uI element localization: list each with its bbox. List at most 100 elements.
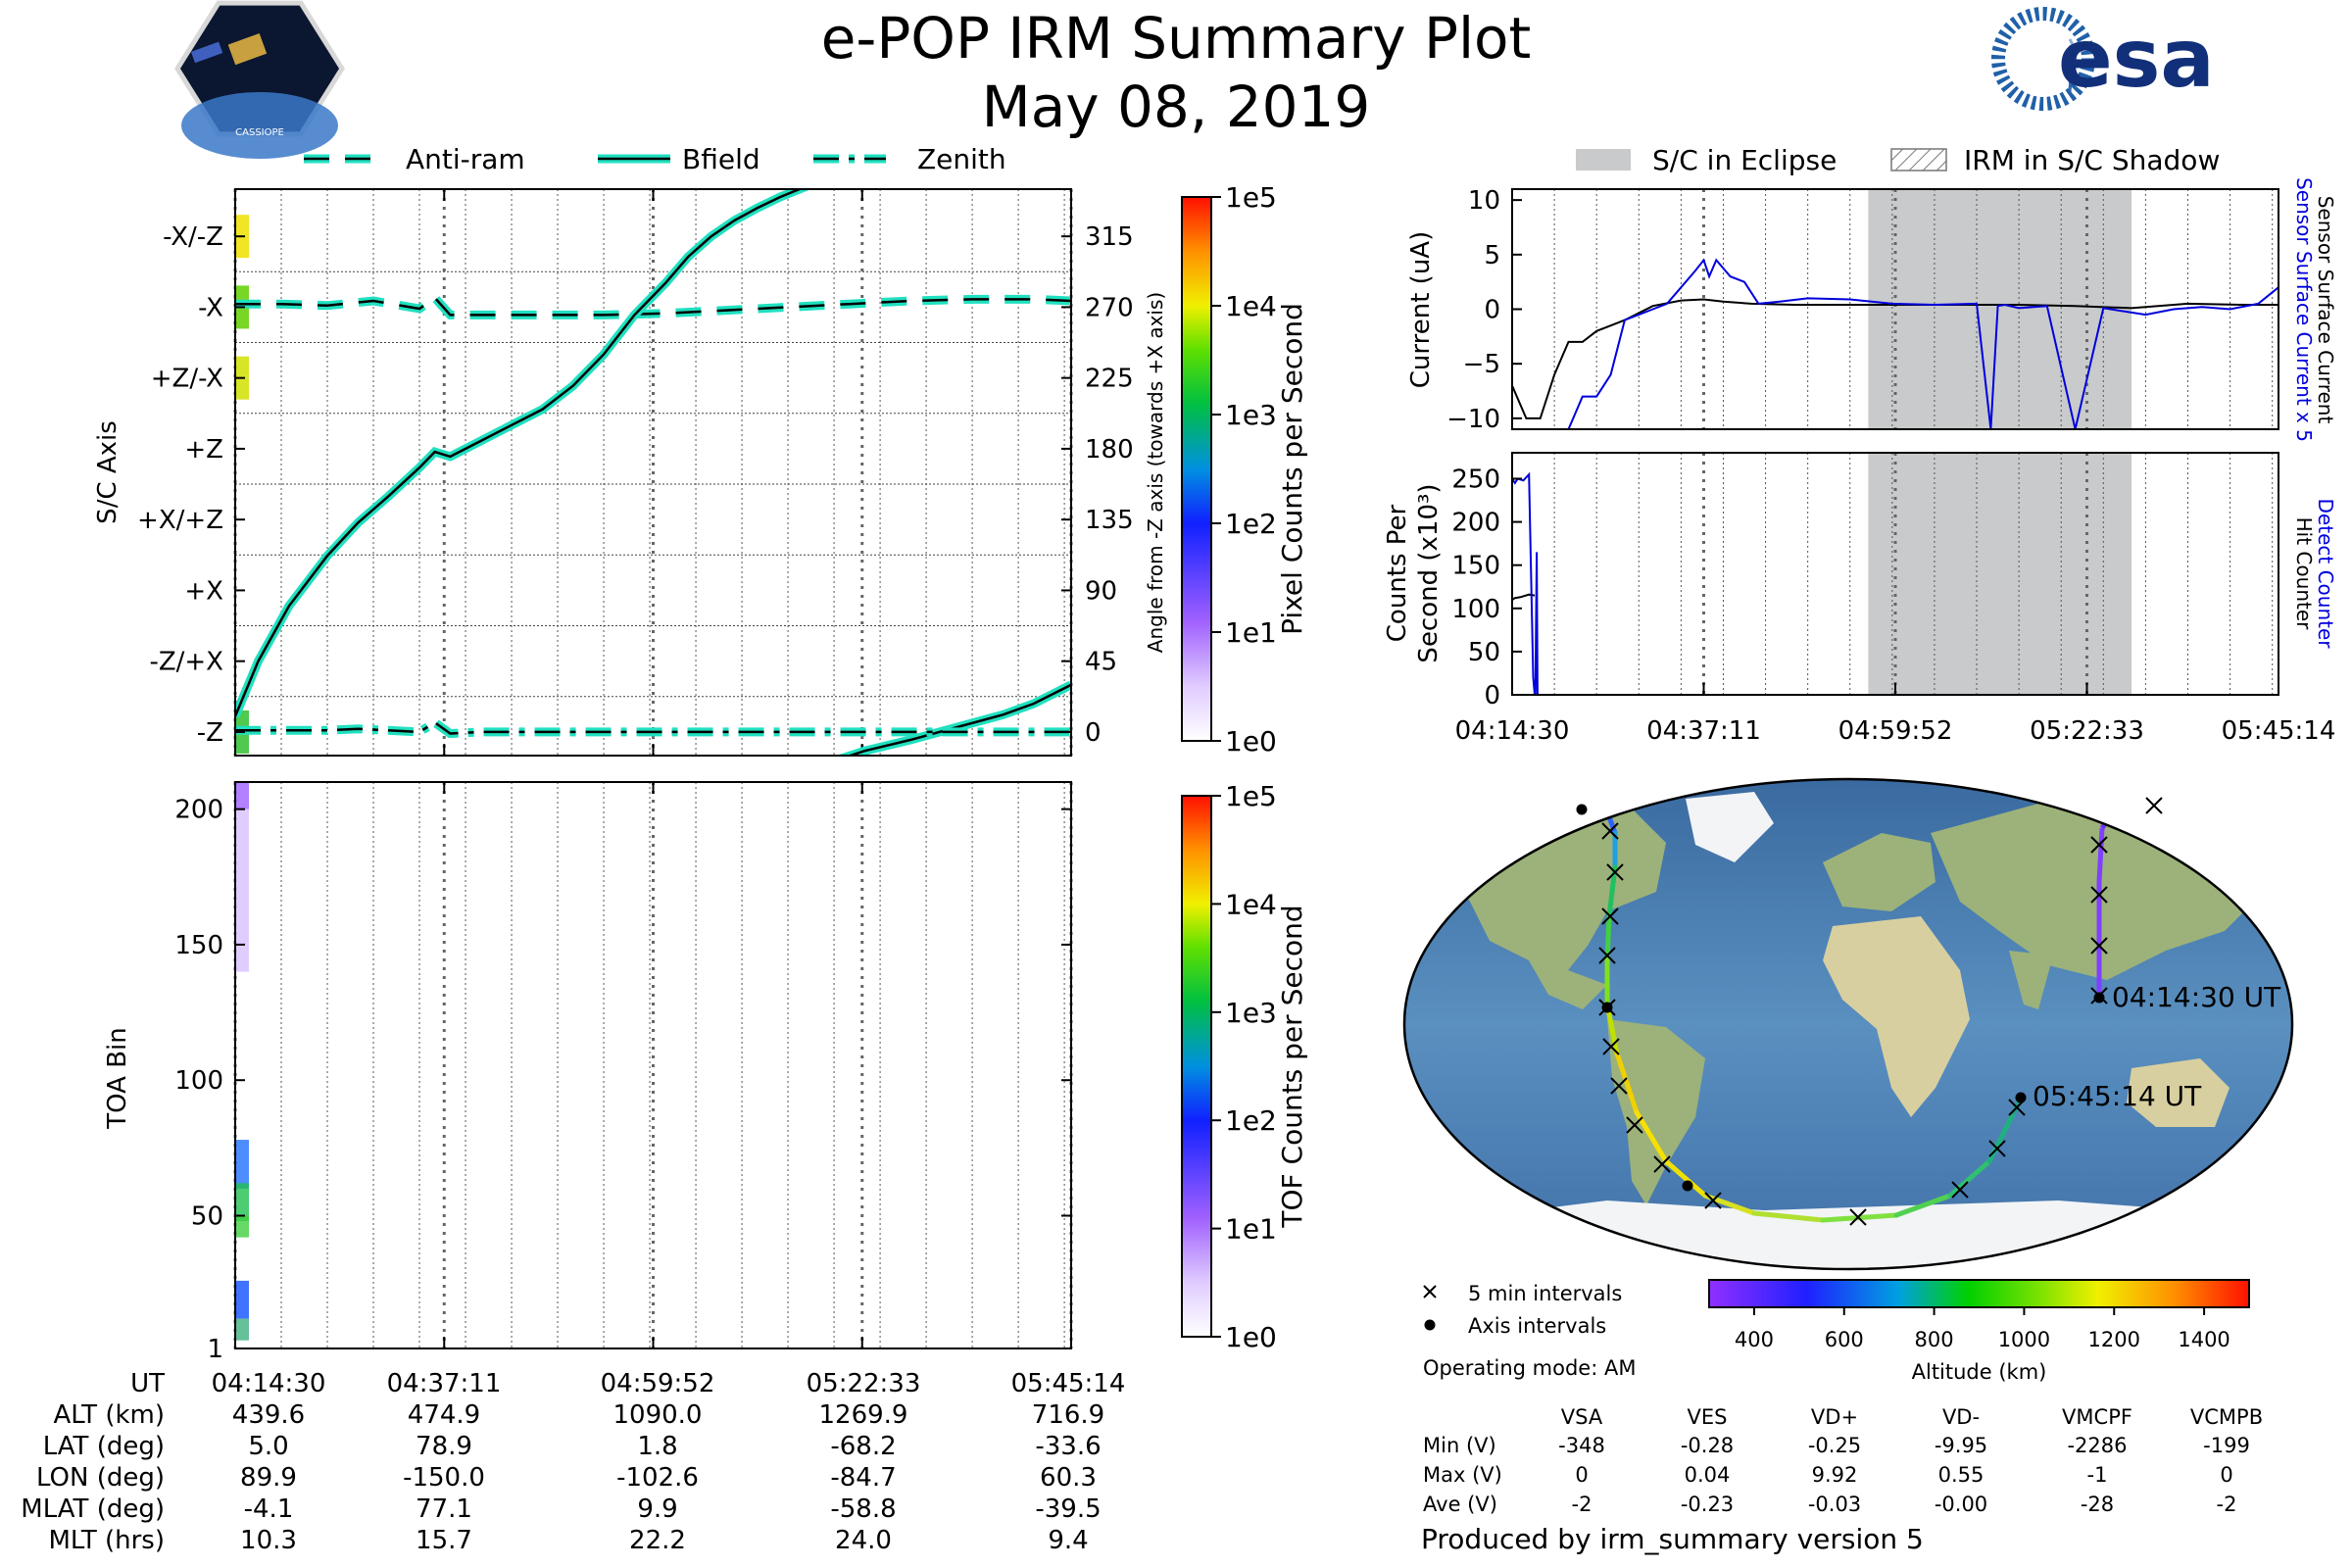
counter-xtick-label: 05:22:33 (2030, 716, 2144, 746)
ground-track-segment (1634, 1109, 1669, 1164)
altitude-colorbar-label: Altitude (km) (1912, 1360, 2047, 1384)
esa-logo: esa (1991, 7, 2215, 111)
voltage-cell: -348 (1558, 1434, 1605, 1457)
five-min-cross-marker (1598, 947, 1616, 964)
toa-tick-label: 100 (174, 1066, 223, 1096)
legend-cross-icon (1423, 1285, 1437, 1298)
legend-label-bfield: Bfield (682, 143, 760, 175)
current-series-group (1512, 258, 2278, 429)
voltage-header: VES (1688, 1405, 1728, 1429)
ephemeris-cell: 05:22:33 (807, 1369, 921, 1398)
five-min-cross-marker (2090, 836, 2108, 854)
voltage-cell: -0.23 (1681, 1493, 1734, 1516)
voltage-cell: 0 (2220, 1463, 2232, 1487)
counter-ylabel-line2: Second (x10³) (1414, 483, 1444, 662)
land-greenland (1686, 792, 1774, 862)
ephemeris-cell: 15.7 (416, 1526, 472, 1555)
voltage-cell: -9.95 (1935, 1434, 1987, 1457)
voltage-row-label: Min (V) (1423, 1434, 1496, 1457)
tof-count-cell (236, 808, 249, 972)
counter-tick-label: 150 (1451, 552, 1500, 581)
series-bfield-line (846, 683, 1071, 756)
land-india (2009, 951, 2053, 1009)
voltage-cell: -2 (1572, 1493, 1592, 1516)
sc-axis-tick-label: +Z (184, 435, 223, 465)
toa-tick-label: 50 (191, 1201, 223, 1231)
ground-track-segment (1604, 1002, 1620, 1056)
ephemeris-cell: 10.3 (240, 1526, 297, 1555)
ephemeris-cell: -4.1 (244, 1494, 294, 1524)
counter-xtick-label: 04:59:52 (1838, 716, 1953, 746)
voltage-header: VD+ (1811, 1405, 1858, 1429)
series-zenith-line (235, 720, 1071, 735)
pixel-colorbar-tick-label: 1e5 (1225, 181, 1277, 214)
sc-axis-tick-label: -X/-Z (163, 222, 223, 252)
legend-cross-label: 5 min intervals (1468, 1282, 1622, 1305)
tof-count-cell (236, 1318, 249, 1341)
pixel-colorbar-tick-label: 1e3 (1225, 399, 1277, 431)
pixel-colorbar-tick-label: 1e4 (1225, 290, 1277, 322)
toa-tick-label: 1 (207, 1335, 223, 1364)
ephemeris-cell: 05:45:14 (1011, 1369, 1126, 1398)
voltage-header: VMCPF (2062, 1405, 2132, 1429)
current-ylabel: Current (uA) (1406, 231, 1436, 388)
sc-axis-tick-label: +X (184, 576, 223, 606)
ground-track-segment (1604, 913, 1612, 963)
voltage-cell: 0 (1575, 1463, 1588, 1487)
tof-colorbar-label: TOF Counts per Second (1276, 905, 1308, 1228)
pixel-colorbar-tick-label: 1e0 (1225, 725, 1277, 758)
tof-count-cell (236, 1280, 249, 1319)
voltage-cell: -1 (2087, 1463, 2108, 1487)
ephemeris-row-label: MLT (hrs) (49, 1526, 166, 1555)
map-end-label: 05:45:14 UT (2033, 1080, 2202, 1112)
legend-eclipse-swatch (1576, 149, 1631, 171)
ephemeris-row-label: LON (deg) (36, 1463, 165, 1493)
five-min-cross-marker (1601, 822, 1619, 840)
altitude-tick-label: 800 (1915, 1328, 1954, 1351)
angle-tick-label: 270 (1085, 293, 1134, 322)
five-min-cross-marker (1601, 907, 1619, 925)
pixel-colorbar-label: Pixel Counts per Second (1276, 303, 1308, 635)
pixel-colorbar-bar (1181, 196, 1212, 742)
five-min-cross-marker (1653, 1155, 1671, 1173)
ephemeris-cell: 716.9 (1032, 1400, 1104, 1430)
five-min-cross-marker (2145, 797, 2163, 814)
toa-frame (234, 781, 1072, 1349)
ephemeris-cell: 474.9 (408, 1400, 480, 1430)
voltage-cell: -28 (2081, 1493, 2114, 1516)
voltage-cell: -0.00 (1935, 1493, 1987, 1516)
tof-colorbar-tick-label: 1e4 (1225, 888, 1277, 920)
voltage-header: VCMPB (2190, 1405, 2263, 1429)
ground-track-segment (1663, 1158, 1708, 1199)
counter-ylabel-line1: Counts Per (1383, 504, 1412, 642)
altitude-tick-label: 600 (1825, 1328, 1864, 1351)
ground-track-segment (2155, 799, 2216, 807)
axis-interval-dot (1601, 1002, 1613, 1013)
angle-ylabel: Angle from -Z axis (towards +X axis) (1144, 292, 1167, 653)
tof-count-cell (236, 782, 249, 809)
ephemeris-cell: 439.6 (232, 1400, 305, 1430)
axis-interval-dot (1682, 1180, 1693, 1192)
sc-axis-tick-label: -X (198, 293, 223, 322)
counter-right-label-black: Hit Counter (2292, 517, 2316, 630)
sc-axis-series-group (235, 189, 1071, 756)
toa-ylabel: TOA Bin (103, 1027, 132, 1129)
counter-xtick-label: 05:45:14 (2222, 716, 2336, 746)
ground-track-segment (1947, 1158, 1992, 1199)
angle-tick-label: 135 (1085, 506, 1134, 535)
tof-count-cell (236, 1215, 249, 1238)
sc-axis-tick-label: +Z/-X (151, 365, 223, 394)
counter-right-label-blue: Detect Counter (2314, 499, 2337, 650)
ground-track-segment (1893, 1193, 1953, 1218)
current-tick-label: −10 (1446, 405, 1500, 434)
ground-track-segment (2096, 827, 2105, 883)
angle-tick-label: 90 (1085, 576, 1117, 606)
current-right-label-black: Sensor Surface Current (2314, 196, 2337, 424)
cassiope-logo-text: CASSIOPE (235, 127, 284, 138)
series-anti-ram-line (235, 296, 1071, 317)
tof-colorbar-tick-label: 1e3 (1225, 997, 1277, 1029)
ephemeris-cell: -39.5 (1035, 1494, 1101, 1524)
five-min-cross-marker (1988, 1140, 2006, 1157)
five-min-cross-marker (1602, 1038, 1620, 1055)
voltage-header: VD- (1942, 1405, 1980, 1429)
